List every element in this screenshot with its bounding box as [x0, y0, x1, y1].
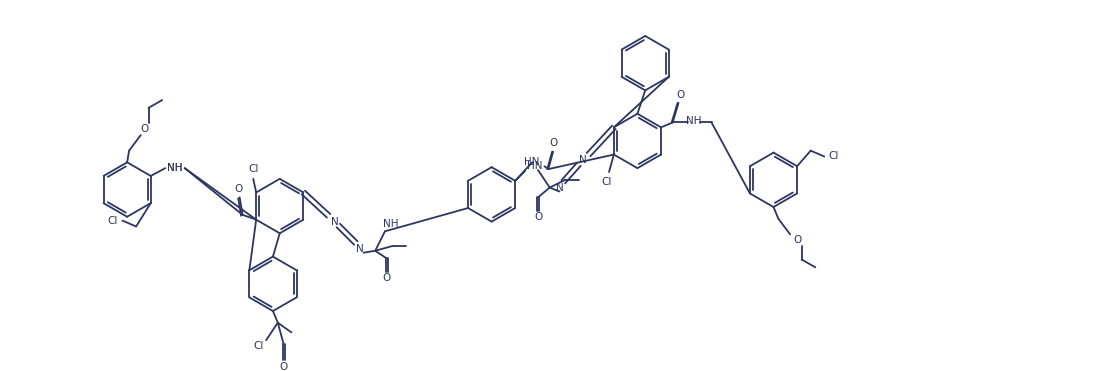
Text: O: O: [140, 124, 149, 134]
Text: O: O: [548, 138, 557, 148]
Text: NH: NH: [167, 163, 183, 173]
Text: N: N: [355, 244, 363, 254]
Text: N: N: [555, 183, 564, 193]
Text: NH: NH: [383, 219, 398, 229]
Text: N: N: [330, 217, 338, 227]
Text: HN: HN: [524, 157, 540, 167]
Text: O: O: [383, 273, 391, 283]
Text: O: O: [794, 235, 802, 245]
Text: NH: NH: [687, 115, 702, 125]
Text: Cl: Cl: [601, 177, 611, 187]
Text: O: O: [280, 362, 287, 371]
Text: Cl: Cl: [829, 151, 839, 161]
Text: Cl: Cl: [108, 216, 118, 226]
Text: O: O: [534, 212, 542, 222]
Text: Cl: Cl: [248, 164, 259, 174]
Text: O: O: [235, 184, 242, 194]
Text: NH: NH: [167, 163, 183, 173]
Text: Cl: Cl: [253, 341, 263, 351]
Text: O: O: [677, 90, 685, 100]
Text: HN: HN: [527, 161, 542, 171]
Text: N: N: [579, 155, 587, 165]
